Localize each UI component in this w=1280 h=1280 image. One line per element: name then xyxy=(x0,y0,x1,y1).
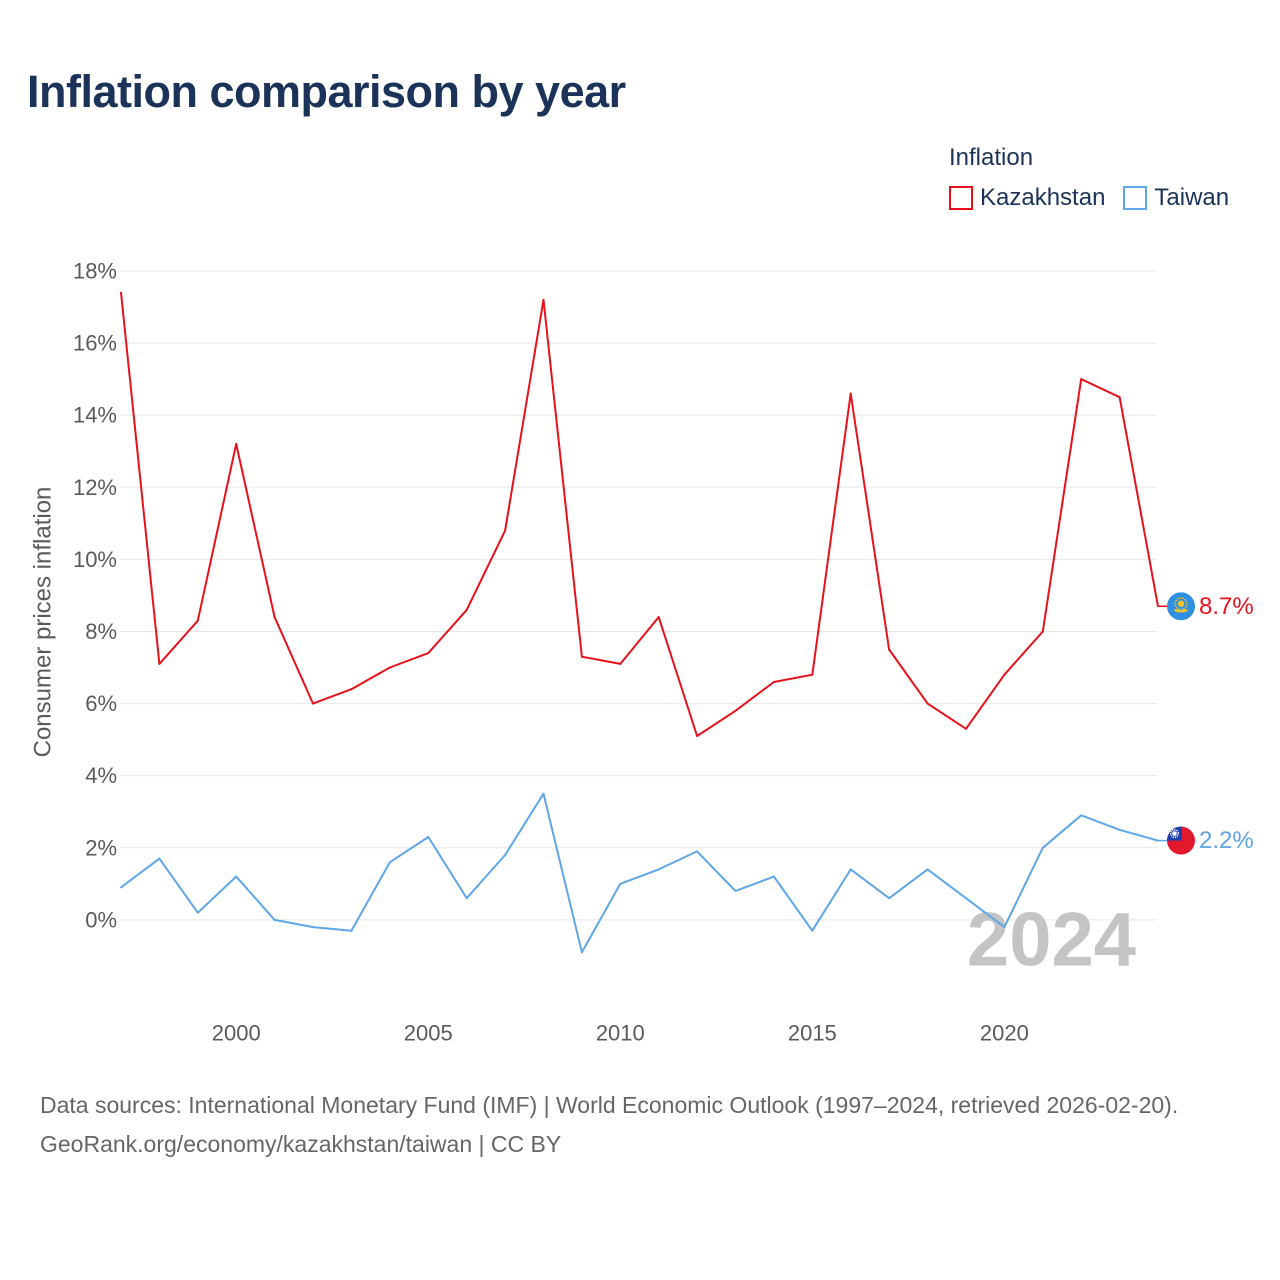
legend-swatch-taiwan xyxy=(1123,186,1148,210)
data-point-taiwan xyxy=(427,835,430,838)
data-point-kazakhstan xyxy=(427,652,430,655)
chart-title: Inflation comparison by year xyxy=(27,66,626,117)
series: 8.7% 2.2% xyxy=(120,291,1254,954)
data-point-kazakhstan xyxy=(619,662,622,665)
data-point-kazakhstan xyxy=(504,529,507,532)
data-point-taiwan xyxy=(465,897,468,900)
y-axis: 0% 2% 4% 6% 8% 10% 12% 14% 16% 18% xyxy=(73,259,117,933)
data-point-taiwan xyxy=(1080,814,1083,817)
data-point-kazakhstan xyxy=(657,616,660,619)
legend: Inflation Kazakhstan Taiwan xyxy=(949,142,1229,212)
data-point-taiwan xyxy=(849,868,852,871)
data-point-taiwan xyxy=(158,857,161,860)
data-point-kazakhstan xyxy=(465,608,468,611)
legend-swatch-kazakhstan xyxy=(949,186,973,210)
data-point-kazakhstan xyxy=(542,298,545,301)
data-point-kazakhstan xyxy=(696,735,699,738)
data-point-taiwan xyxy=(542,792,545,795)
data-point-taiwan xyxy=(350,929,353,932)
legend-label: Kazakhstan xyxy=(980,184,1106,211)
x-tick-label: 2015 xyxy=(788,1021,837,1046)
data-point-kazakhstan xyxy=(120,291,122,294)
data-point-kazakhstan xyxy=(1118,396,1121,399)
data-point-taiwan xyxy=(888,897,891,900)
end-value-label-kazakhstan: 8.7% xyxy=(1199,593,1254,620)
y-tick-label: 14% xyxy=(73,403,117,428)
data-point-kazakhstan xyxy=(273,616,276,619)
data-point-kazakhstan xyxy=(849,392,852,395)
taiwan-flag-icon xyxy=(1167,826,1195,855)
data-point-taiwan xyxy=(964,897,967,900)
data-point-taiwan xyxy=(696,850,699,853)
x-tick-label: 2020 xyxy=(980,1021,1029,1046)
data-point-taiwan xyxy=(504,853,507,856)
legend-items: Kazakhstan Taiwan xyxy=(949,184,1229,212)
data-point-taiwan xyxy=(1118,828,1121,831)
data-point-taiwan xyxy=(388,861,391,864)
y-tick-label: 2% xyxy=(85,835,117,860)
y-axis-title: Consumer prices inflation xyxy=(30,487,57,758)
y-tick-label: 8% xyxy=(85,619,117,644)
data-point-kazakhstan xyxy=(580,655,583,658)
data-point-taiwan xyxy=(926,868,929,871)
data-point-kazakhstan xyxy=(158,662,161,665)
year-watermark: 2024 xyxy=(967,898,1136,983)
data-point-kazakhstan xyxy=(888,648,891,651)
data-point-taiwan xyxy=(619,882,622,885)
data-point-kazakhstan xyxy=(811,673,814,676)
data-point-kazakhstan xyxy=(926,702,929,705)
y-tick-label: 6% xyxy=(85,691,117,716)
data-point-taiwan xyxy=(273,918,276,921)
data-point-taiwan xyxy=(1003,926,1006,929)
y-tick-label: 4% xyxy=(85,763,117,788)
y-tick-label: 18% xyxy=(73,259,117,284)
x-tick-label: 2000 xyxy=(212,1021,261,1046)
end-value-label-taiwan: 2.2% xyxy=(1199,827,1254,854)
data-point-taiwan xyxy=(657,868,660,871)
series-taiwan: 2.2% xyxy=(120,792,1254,954)
x-tick-label: 2010 xyxy=(596,1021,645,1046)
data-point-kazakhstan xyxy=(312,702,315,705)
y-tick-label: 12% xyxy=(73,475,117,500)
data-point-kazakhstan xyxy=(350,688,353,691)
data-point-taiwan xyxy=(811,929,814,932)
data-point-taiwan xyxy=(580,951,583,954)
y-tick-label: 0% xyxy=(85,907,117,932)
legend-item-taiwan[interactable]: Taiwan xyxy=(1123,184,1229,212)
data-point-taiwan xyxy=(312,926,315,929)
data-point-taiwan xyxy=(1041,846,1044,849)
data-point-kazakhstan xyxy=(772,680,775,683)
data-point-taiwan xyxy=(120,886,122,889)
credit-text: GeoRank.org/economy/kazakhstan/taiwan | … xyxy=(40,1131,562,1157)
data-point-kazakhstan xyxy=(1041,630,1044,633)
y-tick-label: 10% xyxy=(73,547,117,572)
x-axis: 2000 2005 2010 2015 2020 xyxy=(212,1021,1029,1046)
data-point-taiwan xyxy=(235,875,238,878)
data-point-kazakhstan xyxy=(235,443,238,446)
kazakhstan-flag-icon xyxy=(1167,592,1195,621)
data-point-kazakhstan xyxy=(734,709,737,712)
y-tick-label: 16% xyxy=(73,331,117,356)
data-point-taiwan xyxy=(772,875,775,878)
data-point-taiwan xyxy=(196,911,199,914)
series-kazakhstan: 8.7% xyxy=(120,291,1254,738)
data-point-kazakhstan xyxy=(388,666,391,669)
grid xyxy=(120,270,1157,921)
footer: Data sources: International Monetary Fun… xyxy=(40,1086,1240,1164)
data-point-kazakhstan xyxy=(964,727,967,730)
series-line-kazakhstan xyxy=(120,292,1159,737)
data-point-kazakhstan xyxy=(1080,378,1083,381)
series-line-taiwan xyxy=(120,792,1159,954)
data-point-kazakhstan xyxy=(196,619,199,622)
legend-title: Inflation xyxy=(949,144,1034,171)
legend-label: Taiwan xyxy=(1154,184,1230,211)
data-source-text: Data sources: International Monetary Fun… xyxy=(40,1092,1179,1118)
x-tick-label: 2005 xyxy=(404,1021,453,1046)
data-point-taiwan xyxy=(734,890,737,893)
legend-item-kazakhstan[interactable]: Kazakhstan xyxy=(949,184,1105,212)
data-point-kazakhstan xyxy=(1003,673,1006,676)
